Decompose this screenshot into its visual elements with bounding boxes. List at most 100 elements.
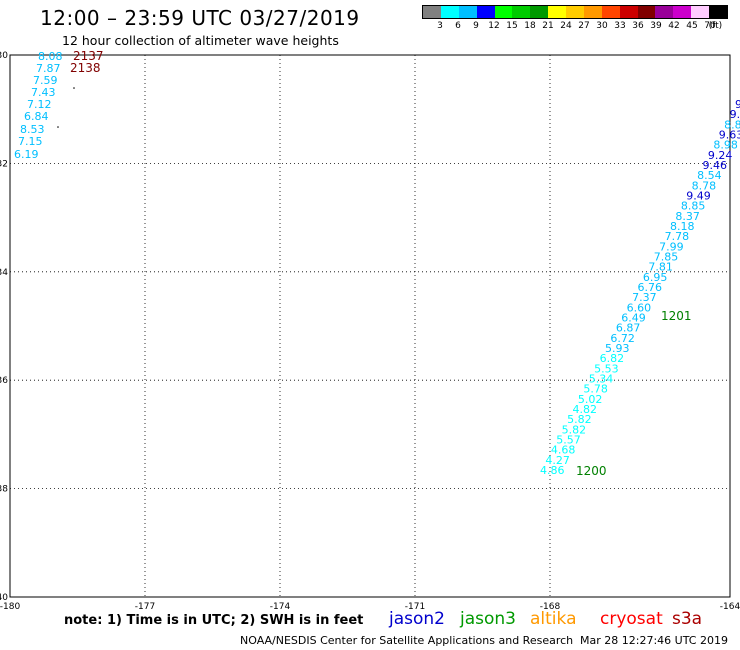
swh-value: 5.82 xyxy=(562,423,587,436)
swh-value: 7.81 xyxy=(648,261,673,274)
swh-value: 4.82 xyxy=(573,403,598,416)
footer-credit: NOAA/NESDIS Center for Satellite Applica… xyxy=(240,634,574,647)
color-swatch xyxy=(619,6,638,18)
swh-value: 5.02 xyxy=(578,393,603,406)
swh-value: 5.34 xyxy=(589,373,614,386)
color-swatch xyxy=(423,6,441,18)
swh-value: 5.78 xyxy=(583,383,608,396)
swh-value: 8.85 xyxy=(681,200,706,213)
color-swatch xyxy=(458,6,477,18)
color-scale-label: 70 xyxy=(704,21,716,31)
lon-label: -174 xyxy=(270,602,291,612)
color-swatch xyxy=(601,6,620,18)
swh-value: 6.49 xyxy=(621,312,646,325)
time-label: 1200 xyxy=(576,464,607,478)
lat-label: -34 xyxy=(0,268,8,278)
swh-value: 7.87 xyxy=(36,62,61,75)
swh-value: 6.82 xyxy=(600,352,625,365)
swh-value: 6.84 xyxy=(24,110,49,123)
satellite-legend-s3a: s3a xyxy=(672,609,703,629)
swh-value: 7.59 xyxy=(33,74,58,87)
swh-value: 5.53 xyxy=(594,362,619,375)
swh-value: 8.18 xyxy=(670,220,695,233)
swh-value: 7.12 xyxy=(27,98,52,111)
lon-label: -180 xyxy=(0,602,20,612)
swh-value: 7.43 xyxy=(31,86,56,99)
swh-value: 7.99 xyxy=(659,240,684,253)
swh-value: 9. xyxy=(730,108,740,121)
satellite-legend-altika: altika xyxy=(530,609,577,629)
color-scale-label: 12 xyxy=(488,21,500,31)
color-swatch xyxy=(655,6,674,18)
color-scale-label: 24 xyxy=(560,21,572,31)
swh-value: 7.85 xyxy=(654,251,679,264)
color-scale-label: 45 xyxy=(686,21,698,31)
map-title: 12:00 – 23:59 UTC 03/27/2019 xyxy=(40,6,360,30)
lon-label: -164 xyxy=(720,602,740,612)
color-scale-label: 27 xyxy=(578,21,590,31)
swh-value: 4.27 xyxy=(545,454,570,467)
swh-value: 6.95 xyxy=(643,271,668,284)
time-label: 2138 xyxy=(70,61,101,75)
swh-value: 5.57 xyxy=(556,434,581,447)
color-swatch xyxy=(512,6,531,18)
track-dot xyxy=(73,87,75,89)
swh-value: 8.98 xyxy=(713,139,738,152)
lat-label: -40 xyxy=(0,593,8,603)
swh-value: 6.76 xyxy=(638,281,663,294)
color-scale-label: 39 xyxy=(650,21,662,31)
swh-value: 8.53 xyxy=(20,123,45,136)
color-swatch xyxy=(709,6,727,18)
time-label: 1201 xyxy=(661,309,692,323)
color-swatch xyxy=(548,6,566,18)
swh-value: 8.78 xyxy=(692,179,717,192)
swh-value: 5.82 xyxy=(567,413,592,426)
lat-label: -30 xyxy=(0,51,8,61)
color-swatch xyxy=(476,6,495,18)
color-scale-label: 3 xyxy=(437,21,443,31)
map-subtitle: 12 hour collection of altimeter wave hei… xyxy=(62,33,339,48)
color-scale-label: 30 xyxy=(596,21,608,31)
swh-value: 9.63 xyxy=(719,129,740,142)
swh-value: 7.15 xyxy=(18,135,43,148)
color-scale-label: 18 xyxy=(524,21,536,31)
swh-value: 4.68 xyxy=(551,444,576,457)
color-scale-labels: 3 6 9 12 15 18 21 24 27 30 33 36 39 42 45 70 (ft) xyxy=(422,21,728,33)
swh-value: 4.86 xyxy=(540,464,565,477)
map-frame xyxy=(9,54,731,598)
swh-value: 9 xyxy=(735,98,740,111)
color-scale-label: 36 xyxy=(632,21,644,31)
lon-label: -171 xyxy=(405,602,425,612)
color-scale-unit: (ft) xyxy=(708,21,723,31)
satellite-legend-cryosat: cryosat xyxy=(600,609,663,629)
color-swatch xyxy=(583,6,602,18)
swh-value: 7.78 xyxy=(665,230,690,243)
swh-value: 8.37 xyxy=(675,210,700,223)
lat-label: -32 xyxy=(0,159,8,169)
color-scale-label: 15 xyxy=(506,21,518,31)
color-scale-label: 6 xyxy=(455,21,461,31)
swh-value: 6.60 xyxy=(627,301,652,314)
color-swatch xyxy=(440,6,459,18)
swh-value: 6.87 xyxy=(616,322,641,335)
color-scale: 3 6 9 12 15 18 21 24 27 30 33 36 39 42 45 70 (ft) xyxy=(422,5,728,35)
color-scale-label: 9 xyxy=(473,21,479,31)
swh-value: 8.54 xyxy=(697,169,722,182)
color-swatch xyxy=(637,6,656,18)
legend-note: note: 1) Time is in UTC; 2) SWH is in fe… xyxy=(64,613,364,628)
swh-value: 9.24 xyxy=(708,149,733,162)
swh-value: 6.19 xyxy=(14,148,39,161)
lat-label: -38 xyxy=(0,485,8,495)
swh-value: 9.46 xyxy=(703,159,728,172)
color-scale-label: 21 xyxy=(542,21,554,31)
color-swatch xyxy=(530,6,549,18)
color-swatch xyxy=(566,6,584,18)
color-scale-swatches xyxy=(422,5,728,19)
lon-label: -177 xyxy=(135,602,155,612)
swh-value: 9.49 xyxy=(686,190,711,203)
color-swatch xyxy=(673,6,692,18)
lat-label: -36 xyxy=(0,376,8,386)
time-label: 2137 xyxy=(73,49,104,63)
swh-value: 8.8 xyxy=(724,118,740,131)
